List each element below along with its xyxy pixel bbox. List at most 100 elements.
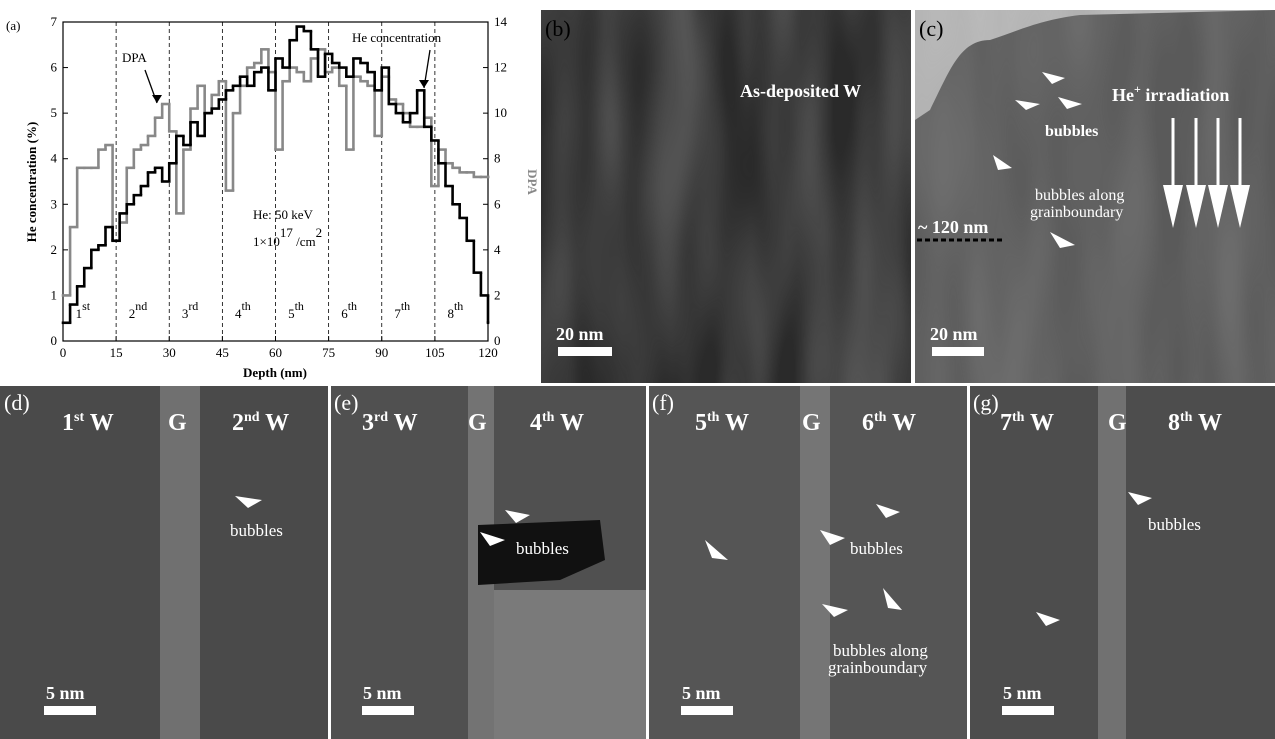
superscript: th — [454, 299, 463, 313]
x-axis-label: Depth (nm) — [243, 365, 307, 380]
layer-label: 3rd — [182, 299, 199, 321]
layer-label: 2nd — [129, 299, 148, 321]
boundary-label: G — [168, 410, 187, 436]
grain-label: 8th W — [1168, 410, 1222, 436]
x-tick-label: 75 — [322, 345, 335, 360]
annotation: He: 50 keV — [253, 207, 314, 222]
annotation: 1×1017 /cm2 — [253, 225, 322, 249]
layer-label: 8th — [447, 299, 463, 321]
layer-label: 4th — [235, 299, 251, 321]
caption: As-deposited W — [740, 81, 861, 101]
y2-tick-label: 8 — [494, 151, 501, 166]
layer-label: 5th — [288, 299, 304, 321]
text: 3 — [362, 410, 374, 436]
annotation: bubbles — [1045, 123, 1098, 140]
layer-label: 7th — [394, 299, 410, 321]
scale-bar — [1002, 706, 1054, 715]
panel-c: (c) He+ irradiation bubbles bubbles alon… — [915, 10, 1275, 383]
y2-tick-label: 10 — [494, 105, 507, 120]
panel-label: (c) — [919, 16, 943, 41]
y-tick-label: 7 — [51, 14, 58, 29]
annotation: bubbles — [850, 539, 903, 558]
grain-label: 1st W — [62, 410, 114, 436]
y2-axis-label: DPA — [525, 169, 540, 195]
superscript: th — [241, 299, 250, 313]
annotation: grainboundary — [828, 658, 928, 677]
panel-b: (b) As-deposited W 20 nm — [541, 10, 911, 383]
grain-label: 5th W — [695, 410, 749, 436]
scale-bar — [362, 706, 414, 715]
text: 7 — [1000, 410, 1012, 436]
y-axis-label: He concentration (%) — [24, 122, 39, 243]
panel-label: (a) — [6, 18, 20, 33]
scale-label: 5 nm — [682, 683, 721, 703]
y-tick-label: 3 — [51, 196, 58, 211]
panel-a: (a) Depth (nm) He concentration (%) DPA … — [6, 14, 540, 380]
grain-label: 4th W — [530, 410, 584, 436]
text: W — [388, 410, 418, 436]
panel-d: (d) 1st W G 2nd W bubbles 5 nm — [0, 386, 328, 739]
panel-g: (g) 7th W G 8th W bubbles 5 nm — [970, 386, 1275, 739]
panel-label: (g) — [973, 390, 999, 415]
y2-tick-label: 4 — [494, 242, 501, 257]
y-tick-label: 5 — [51, 105, 58, 120]
superscript: th — [542, 410, 555, 425]
text: W — [84, 410, 114, 436]
y-tick-label: 0 — [51, 333, 58, 348]
x-tick-label: 60 — [269, 345, 282, 360]
x-tick-label: 90 — [375, 345, 388, 360]
scale-label: 5 nm — [363, 683, 402, 703]
superscript: th — [1180, 410, 1193, 425]
y-tick-label: 1 — [51, 287, 58, 302]
x-tick-label: 45 — [216, 345, 229, 360]
text: /cm — [293, 234, 316, 249]
scale-bar — [681, 706, 733, 715]
superscript: th — [707, 410, 720, 425]
annotation: bubbles — [1148, 515, 1201, 534]
text: W — [1024, 410, 1054, 436]
text: W — [554, 410, 584, 436]
annotation: bubbles — [230, 521, 283, 540]
superscript: rd — [188, 299, 198, 313]
superscript: th — [295, 299, 304, 313]
boundary-label: G — [468, 410, 487, 436]
panel-label: (f) — [652, 390, 674, 415]
text: 5 — [695, 410, 707, 436]
text: 1 — [62, 410, 74, 436]
scale-bar — [558, 347, 612, 356]
superscript: 2 — [316, 225, 323, 240]
x-tick-label: 30 — [163, 345, 176, 360]
scale-label: 5 nm — [1003, 683, 1042, 703]
arrowhead — [152, 95, 162, 103]
panel-label: (b) — [545, 16, 571, 41]
superscript: th — [1012, 410, 1025, 425]
x-tick-label: 0 — [60, 345, 67, 360]
scale-label: 20 nm — [556, 324, 604, 344]
superscript: 17 — [280, 225, 294, 240]
x-tick-label: 105 — [425, 345, 445, 360]
y-tick-label: 2 — [51, 242, 58, 257]
superscript: nd — [135, 299, 147, 313]
arrowhead — [419, 80, 429, 88]
y2-tick-label: 14 — [494, 14, 508, 29]
panel-label: (d) — [4, 390, 30, 415]
y-tick-label: 4 — [51, 151, 58, 166]
series-annotation: He concentration — [352, 30, 442, 45]
irradiation-label: He+ irradiation — [1112, 82, 1229, 105]
x-tick-label: 15 — [110, 345, 123, 360]
panel-f: (f) 5th W G 6th W bubbles bubbles along … — [649, 386, 967, 739]
superscript: th — [401, 299, 410, 313]
panel-e: (e) 3rd W G 4th W bubbles 5 nm — [331, 386, 646, 739]
panel-label: (e) — [334, 390, 358, 415]
layer-label: 6th — [341, 299, 357, 321]
grain-label: 3rd W — [362, 410, 418, 436]
boundary-label: G — [802, 410, 821, 436]
y2-tick-label: 6 — [494, 196, 501, 211]
text: W — [886, 410, 916, 436]
scale-label: 20 nm — [930, 324, 978, 344]
annotation: bubbles along — [1035, 187, 1124, 204]
text: W — [260, 410, 290, 436]
text: W — [1192, 410, 1222, 436]
superscript: th — [348, 299, 357, 313]
text: 4 — [530, 410, 542, 436]
